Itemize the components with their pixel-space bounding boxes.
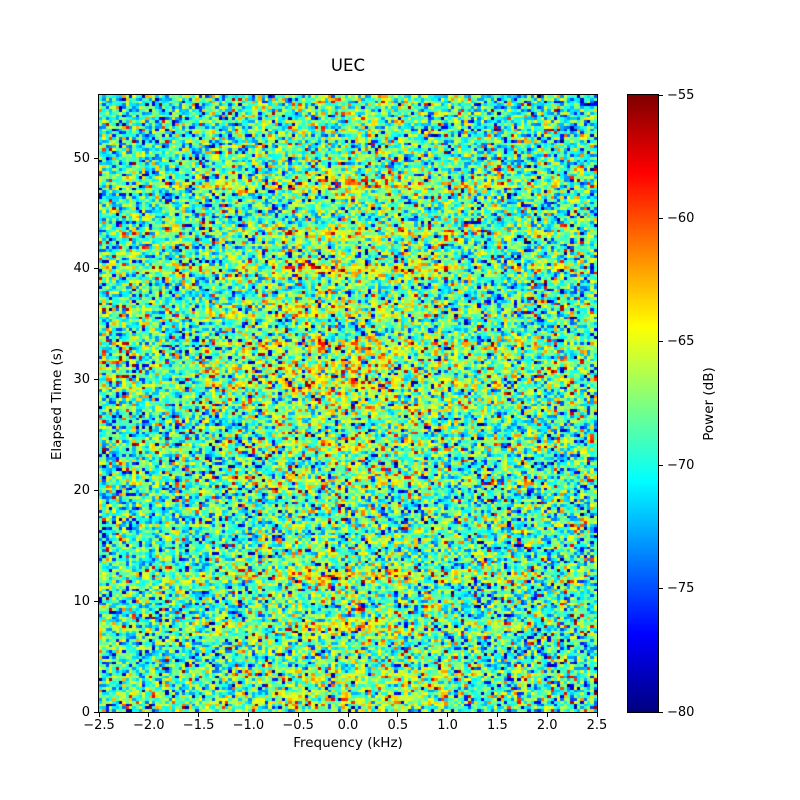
colorbar-gradient-canvas <box>628 95 658 712</box>
x-tick-label: −2.0 <box>133 718 165 733</box>
x-tick-label: 0.5 <box>387 718 409 733</box>
x-tick-mark <box>496 713 498 717</box>
y-tick-label: 40 <box>73 261 90 277</box>
x-tick-mark <box>297 713 299 717</box>
x-tick-label: 0.0 <box>337 718 359 733</box>
colorbar-tick-mark <box>659 341 663 343</box>
x-tick-label: −0.5 <box>282 718 314 733</box>
x-tick-mark <box>198 713 200 717</box>
x-tick-mark <box>596 713 598 717</box>
colorbar-tick-mark <box>659 94 663 96</box>
colorbar-tick-mark <box>659 711 663 713</box>
spectrogram-canvas <box>99 95 597 712</box>
y-tick-label: 0 <box>81 704 90 720</box>
y-tick-label: 10 <box>73 593 90 609</box>
colorbar-tick-mark <box>659 588 663 590</box>
y-tick-mark <box>94 268 98 270</box>
heatmap-plot-area <box>98 94 598 713</box>
x-tick-mark <box>347 713 349 717</box>
x-tick-mark <box>148 713 150 717</box>
colorbar-tick-mark <box>659 217 663 219</box>
title-line-main: UEC <box>330 55 366 75</box>
x-tick-label: −2.5 <box>83 718 115 733</box>
y-tick-label: 30 <box>73 372 90 388</box>
y-tick-mark <box>94 489 98 491</box>
colorbar-tick-label: −55 <box>667 87 695 103</box>
y-tick-mark <box>94 157 98 159</box>
x-tick-mark <box>546 713 548 717</box>
x-tick-mark <box>397 713 399 717</box>
y-tick-mark <box>94 711 98 713</box>
colorbar-tick-label: −65 <box>667 334 695 350</box>
x-tick-label: 2.0 <box>536 718 558 733</box>
y-tick-label: 50 <box>73 150 90 166</box>
x-tick-mark <box>247 713 249 717</box>
colorbar-tick-label: −60 <box>667 210 695 226</box>
colorbar-tick-mark <box>659 464 663 466</box>
y-axis-label: Elapsed Time (s) <box>49 347 65 461</box>
x-tick-label: −1.0 <box>232 718 265 733</box>
colorbar-label: Power (dB) <box>701 367 717 441</box>
colorbar-tick-label: −80 <box>667 704 695 720</box>
x-tick-mark <box>447 713 449 717</box>
x-tick-label: 1.5 <box>487 718 508 733</box>
y-tick-mark <box>94 600 98 602</box>
colorbar-tick-label: −70 <box>667 457 695 473</box>
colorbar-tick-label: −75 <box>667 581 695 597</box>
colorbar <box>627 94 659 713</box>
x-tick-label: 2.5 <box>586 718 608 733</box>
x-tick-mark <box>98 713 100 717</box>
x-tick-label: −1.5 <box>182 718 215 733</box>
x-tick-label: 1.0 <box>437 718 458 733</box>
y-tick-label: 20 <box>73 482 90 498</box>
y-tick-mark <box>94 379 98 381</box>
x-axis-label: Frequency (kHz) <box>293 735 403 751</box>
